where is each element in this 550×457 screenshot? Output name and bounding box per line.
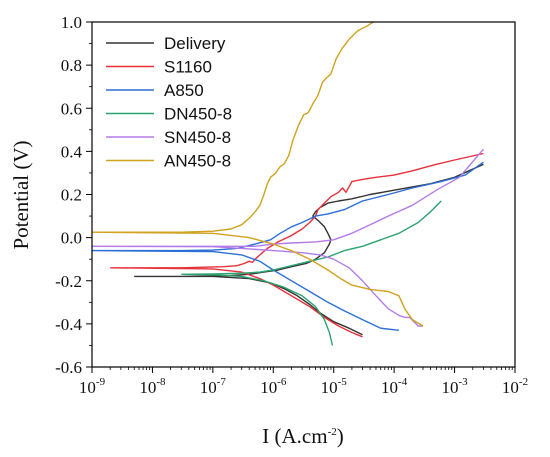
plot-frame [91,21,516,368]
y-tick-label: 0.6 [61,99,82,118]
y-tick-label: -0.2 [55,272,82,291]
series-line-an450-8 [92,22,424,327]
x-tick-label: 10-5 [321,376,348,397]
y-tick-label: 0.2 [61,186,82,205]
axes-layer: 10-9 10-8 10-7 10-6 10-5 10-4 10-3 10-2 -0.6 -0.4… [55,13,528,397]
x-tick-label: 10-9 [79,376,106,397]
legend-label-a850: A850 [164,81,204,100]
y-tick-label: 0.8 [61,56,82,75]
x-tick-label: 10-7 [200,376,227,397]
y-axis-label: Potential (V) [9,140,33,249]
y-tick-label: -0.6 [55,358,82,377]
legend-label-s1160: S1160 [164,58,212,77]
series-line-dn450-8 [181,200,442,346]
y-tick-label: 0.4 [61,142,83,161]
x-tick-label: 10-8 [139,376,166,397]
y-tick-label: 1.0 [61,13,82,32]
series-line-delivery [134,163,484,336]
y-tick-label: -0.4 [55,315,82,334]
legend: Delivery S1160 A850 DN450-8 SN450-8 AN450-8 [106,34,232,171]
x-tick-label: 10-2 [502,376,528,397]
x-tick-label: 10-6 [260,376,287,397]
legend-label-an450-8: AN450-8 [164,152,231,171]
legend-label-delivery: Delivery [164,34,226,53]
x-tick-label: 10-4 [381,376,408,397]
legend-label-sn450-8: SN450-8 [164,128,231,147]
y-tick-label: 0.0 [61,229,82,248]
series-layer [92,22,484,346]
x-tick-label: 10-3 [441,376,468,397]
series-line-sn450-8 [92,148,484,327]
series-line-a850 [92,161,484,331]
legend-label-dn450-8: DN450-8 [164,105,232,124]
x-axis-label: I (A.cm-2) [262,424,343,448]
series-line-s1160 [110,152,484,338]
